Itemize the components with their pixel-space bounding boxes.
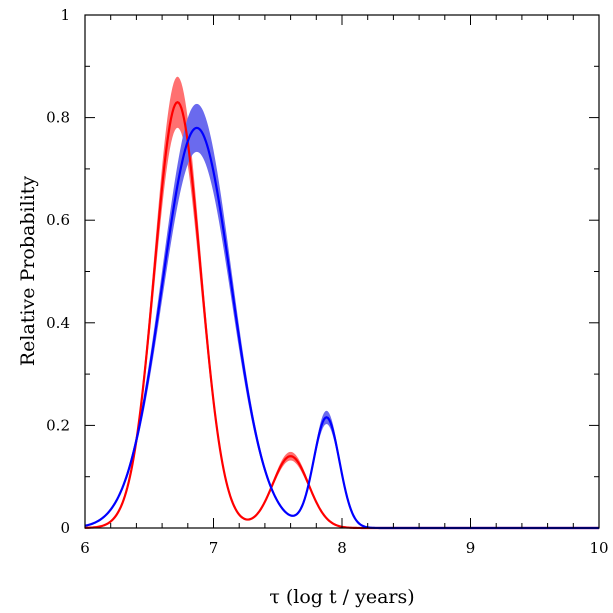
y-tick-label: 0 <box>60 519 70 537</box>
series-band-1 <box>85 76 599 528</box>
x-tick-label: 7 <box>209 539 219 557</box>
y-tick-label: 1 <box>60 6 70 24</box>
y-tick-label: 0.2 <box>46 416 70 434</box>
y-axis-title: Relative Probability <box>17 176 39 367</box>
x-tick-label: 10 <box>589 539 608 557</box>
y-tick-labels: 0 0.2 0.4 0.6 0.8 1 <box>46 6 70 537</box>
series-line-1 <box>84 100 599 530</box>
y-tick-label: 0.6 <box>46 211 70 229</box>
y-tick-label: 0.4 <box>46 314 70 332</box>
x-tick-label: 8 <box>337 539 347 557</box>
x-tick-labels: 6 7 8 9 10 <box>80 539 608 557</box>
x-tick-label: 6 <box>80 539 90 557</box>
y-tick-label: 0.8 <box>46 109 70 127</box>
axis-ticks <box>84 14 600 529</box>
x-axis-title: τ (log t / years) <box>269 586 414 608</box>
uncertainty-bands <box>85 76 599 528</box>
x-tick-label: 9 <box>466 539 476 557</box>
series-lines <box>84 100 599 530</box>
